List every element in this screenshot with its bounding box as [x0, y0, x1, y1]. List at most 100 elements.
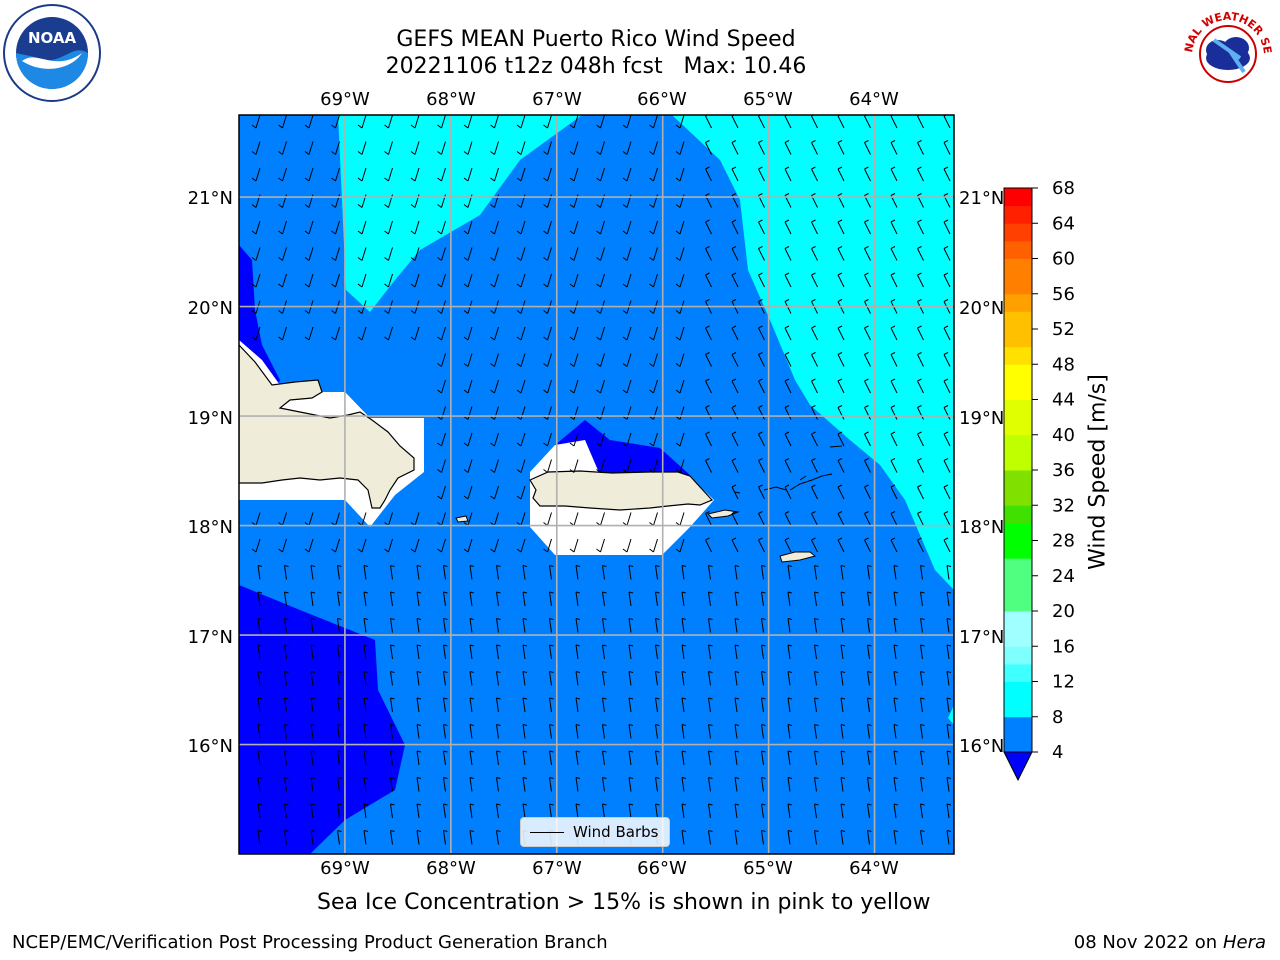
credit-branch: NCEP/EMC/Verification Post Processing Pr… [12, 932, 608, 953]
wind-barb [920, 750, 925, 766]
lat-label-right: 19°N [959, 408, 1004, 429]
wind-barb [622, 167, 632, 182]
wind-barb [410, 273, 420, 288]
colorbar-segment [1004, 346, 1032, 365]
wind-barb [437, 167, 446, 182]
wind-barb [496, 618, 501, 633]
wind-barb [675, 273, 685, 288]
wind-barb [357, 326, 367, 341]
wind-barb [628, 565, 634, 580]
wind-barb [734, 724, 740, 739]
wind-barb [390, 618, 395, 633]
wind-barb [549, 671, 554, 686]
lat-labels-right: 21°N 20°N 19°N 18°N 17°N 16°N [959, 188, 1004, 757]
wind-barb [516, 406, 526, 420]
wind-barb [890, 511, 898, 526]
wind-barb [890, 458, 898, 473]
wind-barb [596, 538, 605, 553]
wind-barb [410, 538, 420, 553]
wind-barb [758, 458, 765, 473]
wind-barb [761, 671, 766, 686]
wind-barb [284, 697, 289, 713]
wind-barb [867, 830, 872, 845]
wind-barb [840, 644, 846, 660]
wind-barb [649, 379, 658, 394]
wind-barb [784, 325, 792, 341]
wind-barb [761, 750, 766, 766]
wind-barb [840, 803, 846, 819]
wind-barb [490, 247, 499, 261]
wind-barb [390, 750, 395, 766]
wind-barb [337, 777, 342, 792]
wind-barb [549, 750, 554, 766]
wind-barb [890, 325, 898, 341]
chart-title: GEFS MEAN Puerto Rico Wind Speed [396, 27, 796, 52]
wind-barb [867, 777, 872, 792]
wind-barb [811, 511, 818, 526]
wind-barb [649, 459, 658, 473]
lat-label-left: 21°N [188, 188, 233, 209]
wind-barb [917, 484, 924, 500]
colorbar-segment [1004, 663, 1032, 682]
wind-barb [943, 219, 951, 235]
wind-barb [569, 406, 579, 420]
wind-barb [893, 618, 899, 633]
wind-barb [890, 431, 898, 447]
wind-barb [543, 379, 552, 394]
wind-barb [469, 830, 475, 845]
wind-barb [357, 167, 367, 182]
wind-barb [496, 830, 501, 845]
wind-barbs [251, 115, 952, 845]
wind-barb [384, 247, 393, 261]
wind-barb [549, 697, 554, 713]
wind-barb [761, 565, 766, 580]
wind-barb [463, 220, 473, 235]
wind-barb [622, 220, 632, 235]
wind-barb [443, 644, 448, 660]
wind-barb [784, 458, 792, 473]
wind-barb [734, 697, 740, 713]
wind-barb [437, 485, 446, 500]
wind-barb [840, 697, 846, 713]
wind-barb [443, 671, 448, 686]
wind-barb [705, 511, 712, 526]
wind-barb [708, 724, 713, 739]
wind-barb [758, 378, 765, 394]
colorbar-segment [1004, 611, 1032, 630]
wind-barb [278, 220, 287, 235]
wind-barb [516, 326, 526, 341]
wind-barb [284, 750, 289, 766]
wind-barb [705, 246, 712, 261]
wind-barb [569, 379, 579, 394]
wind-barb [596, 247, 605, 261]
wind-barb [331, 141, 340, 155]
wind-barb [622, 353, 632, 367]
colorbar-segment [1004, 311, 1032, 330]
wind-barb [761, 724, 766, 739]
wind-barb [622, 379, 632, 394]
wind-barb [628, 618, 634, 633]
wind-barb [811, 325, 818, 341]
wind-barb [761, 644, 766, 660]
wind-barb [837, 246, 845, 261]
lon-label-top: 66°W [637, 89, 687, 110]
wind-barb [811, 299, 818, 314]
wind-barb [731, 166, 739, 182]
wind-barb [864, 246, 871, 261]
colorbar-segment [1004, 188, 1032, 207]
wind-barb [811, 378, 818, 394]
wind-barb [731, 511, 739, 526]
wind-barb [734, 671, 740, 686]
colorbar-segment [1004, 417, 1032, 436]
wind-barb [867, 618, 872, 633]
wind-barb [943, 246, 951, 261]
wind-barb [443, 618, 448, 633]
wind-barb [731, 352, 739, 367]
wind-barb [622, 247, 632, 261]
wind-barb [416, 644, 422, 660]
wind-barb [278, 247, 287, 261]
wind-barb [890, 246, 898, 261]
wind-barb [731, 537, 739, 553]
colorbar-segment [1004, 452, 1032, 471]
chart-subtitle: 20221106 t12z 048h fcst Max: 10.46 [385, 54, 807, 79]
